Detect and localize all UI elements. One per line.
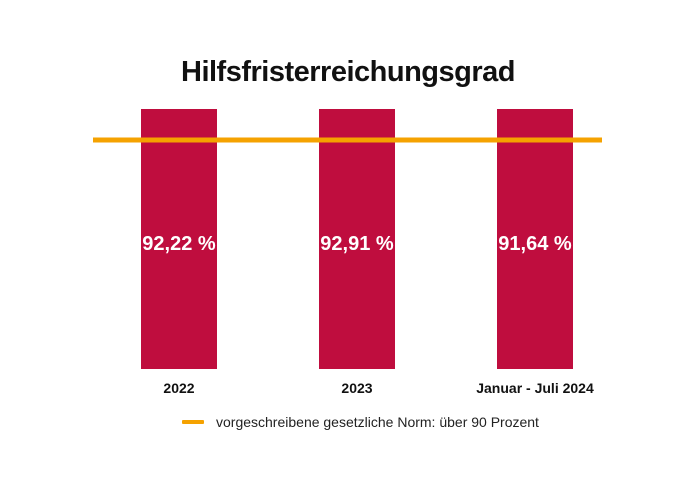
legend-swatch-norm (182, 420, 204, 424)
category-label-2: 2023 (341, 380, 372, 396)
bar-2 (319, 109, 395, 369)
bar-3 (497, 109, 573, 369)
bar-1 (141, 109, 217, 369)
bar-value-label-1: 92,22 % (142, 233, 216, 255)
legend: vorgeschreibene gesetzliche Norm: über 9… (182, 414, 539, 430)
bar-value-label-2: 92,91 % (320, 233, 394, 255)
bar-value-label-3: 91,64 % (498, 233, 572, 255)
legend-label-norm: vorgeschreibene gesetzliche Norm: über 9… (216, 414, 539, 430)
chart-title: Hilfsfristerreichungsgrad (181, 56, 515, 88)
category-label-1: 2022 (163, 380, 194, 396)
category-label-3: Januar - Juli 2024 (476, 380, 594, 396)
